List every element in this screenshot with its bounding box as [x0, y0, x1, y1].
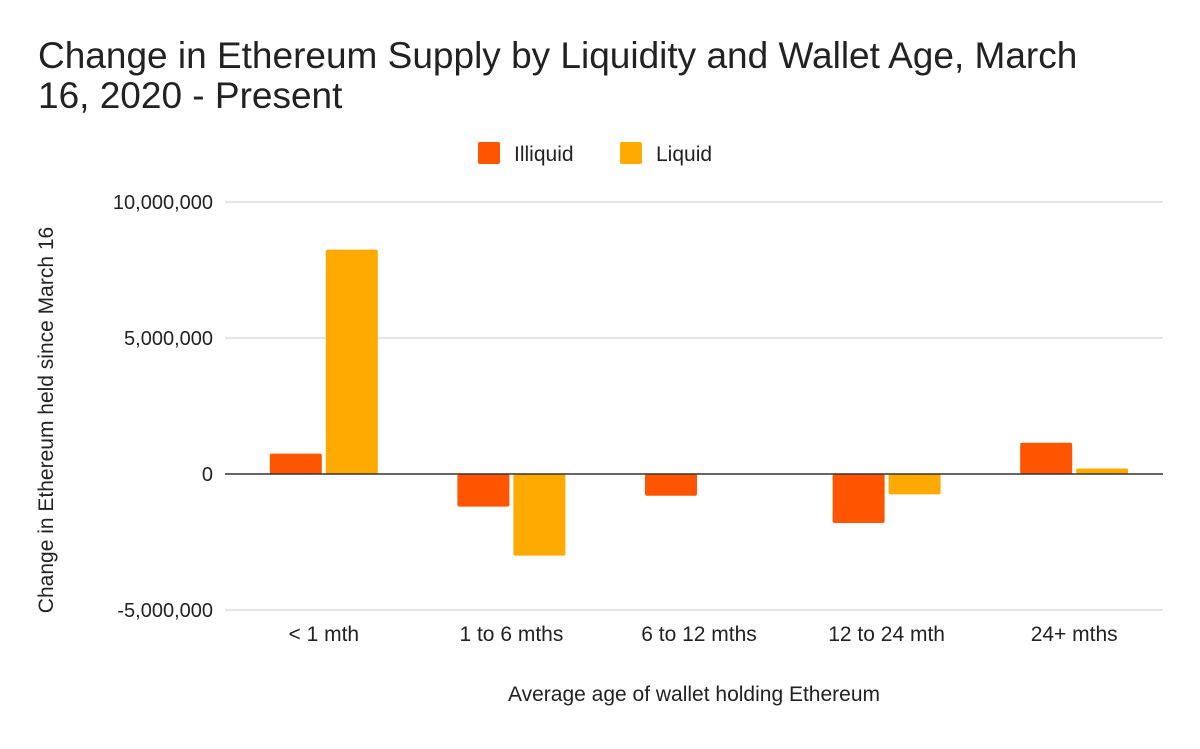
x-axis-label: Average age of wallet holding Ethereum — [508, 683, 880, 706]
y-axis-label: Change in Ethereum held since March 16 — [35, 227, 58, 613]
chart-title-line-1: Change in Ethereum Supply by Liquidity a… — [38, 35, 1077, 76]
x-axis-ticks: < 1 mth 1 to 6 mths 6 to 12 mths 12 to 24 m… — [288, 623, 1117, 646]
y-tick-label: 5,000,000 — [124, 328, 213, 350]
y-axis-ticks: 10,000,000 5,000,000 0 -5,000,000 — [113, 192, 213, 622]
bar-liquid-1-to-6-mths — [513, 474, 566, 556]
x-tick-label: < 1 mth — [288, 623, 359, 646]
gridlines — [225, 201, 1163, 611]
bars — [269, 249, 1129, 556]
bar-liquid-1-mth — [325, 249, 378, 474]
bar-liquid-24-mths — [1076, 468, 1129, 474]
bar-illiquid-12-to-24-mth — [832, 474, 885, 523]
legend-label-liquid: Liquid — [656, 143, 712, 166]
legend-label-illiquid: Illiquid — [514, 143, 574, 166]
bar-illiquid-1-mth — [269, 453, 322, 474]
x-tick-label: 1 to 6 mths — [459, 623, 563, 646]
x-tick-label: 12 to 24 mth — [828, 623, 945, 646]
chart-title-line-2: 16, 2020 - Present — [38, 75, 343, 116]
bar-illiquid-6-to-12-mths — [645, 474, 697, 496]
legend-swatch-illiquid — [478, 142, 500, 164]
x-tick-label: 24+ mths — [1031, 623, 1118, 646]
bar-illiquid-24-mths — [1020, 442, 1073, 474]
y-tick-label: 0 — [202, 464, 213, 486]
x-tick-label: 6 to 12 mths — [641, 623, 757, 646]
y-tick-label: -5,000,000 — [117, 600, 213, 622]
y-tick-label: 10,000,000 — [113, 192, 213, 214]
legend: Illiquid Liquid — [478, 142, 712, 166]
bar-illiquid-1-to-6-mths — [457, 474, 510, 507]
legend-swatch-liquid — [620, 142, 642, 164]
bar-liquid-12-to-24-mth — [888, 474, 941, 495]
